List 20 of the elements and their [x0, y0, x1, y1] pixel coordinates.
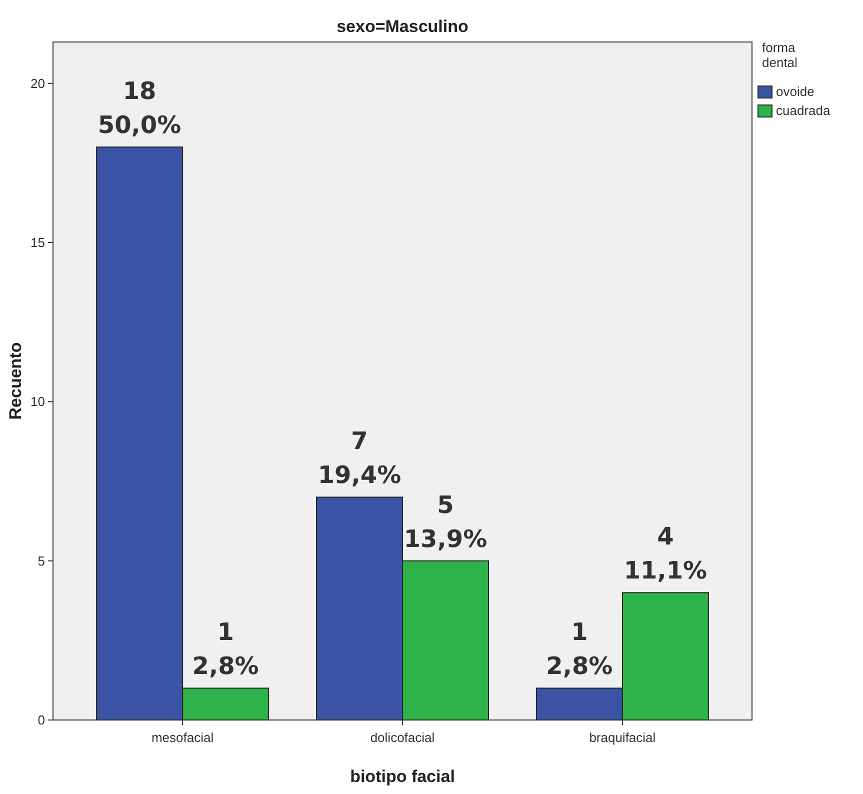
data-label: 5 13,9%	[404, 490, 488, 553]
y-tick-label: 15	[30, 235, 45, 250]
y-axis-title: Recuento	[6, 342, 25, 420]
chart-title: sexo=Masculino	[336, 17, 468, 36]
y-tick-label: 0	[38, 712, 45, 728]
data-label: 4 11,1%	[624, 522, 708, 585]
legend-title: forma dental	[762, 40, 798, 70]
y-tick-label: 5	[38, 553, 45, 568]
data-label: 1 2,8%	[192, 618, 259, 680]
y-tick-label: 20	[30, 76, 45, 91]
legend-label: cuadrada	[776, 103, 831, 118]
x-axis-title: biotipo facial	[350, 767, 455, 786]
x-tick-label: dolicofacial	[370, 730, 435, 745]
x-tick-label: mesofacial	[151, 730, 214, 745]
data-label: 7 19,4%	[318, 427, 402, 490]
data-label: 18 50,0%	[98, 77, 182, 140]
data-label: 1 2,8%	[546, 618, 613, 680]
x-tick-label: braquifacial	[589, 730, 656, 745]
legend-label: ovoide	[776, 84, 814, 99]
y-tick-label: 10	[30, 394, 45, 410]
